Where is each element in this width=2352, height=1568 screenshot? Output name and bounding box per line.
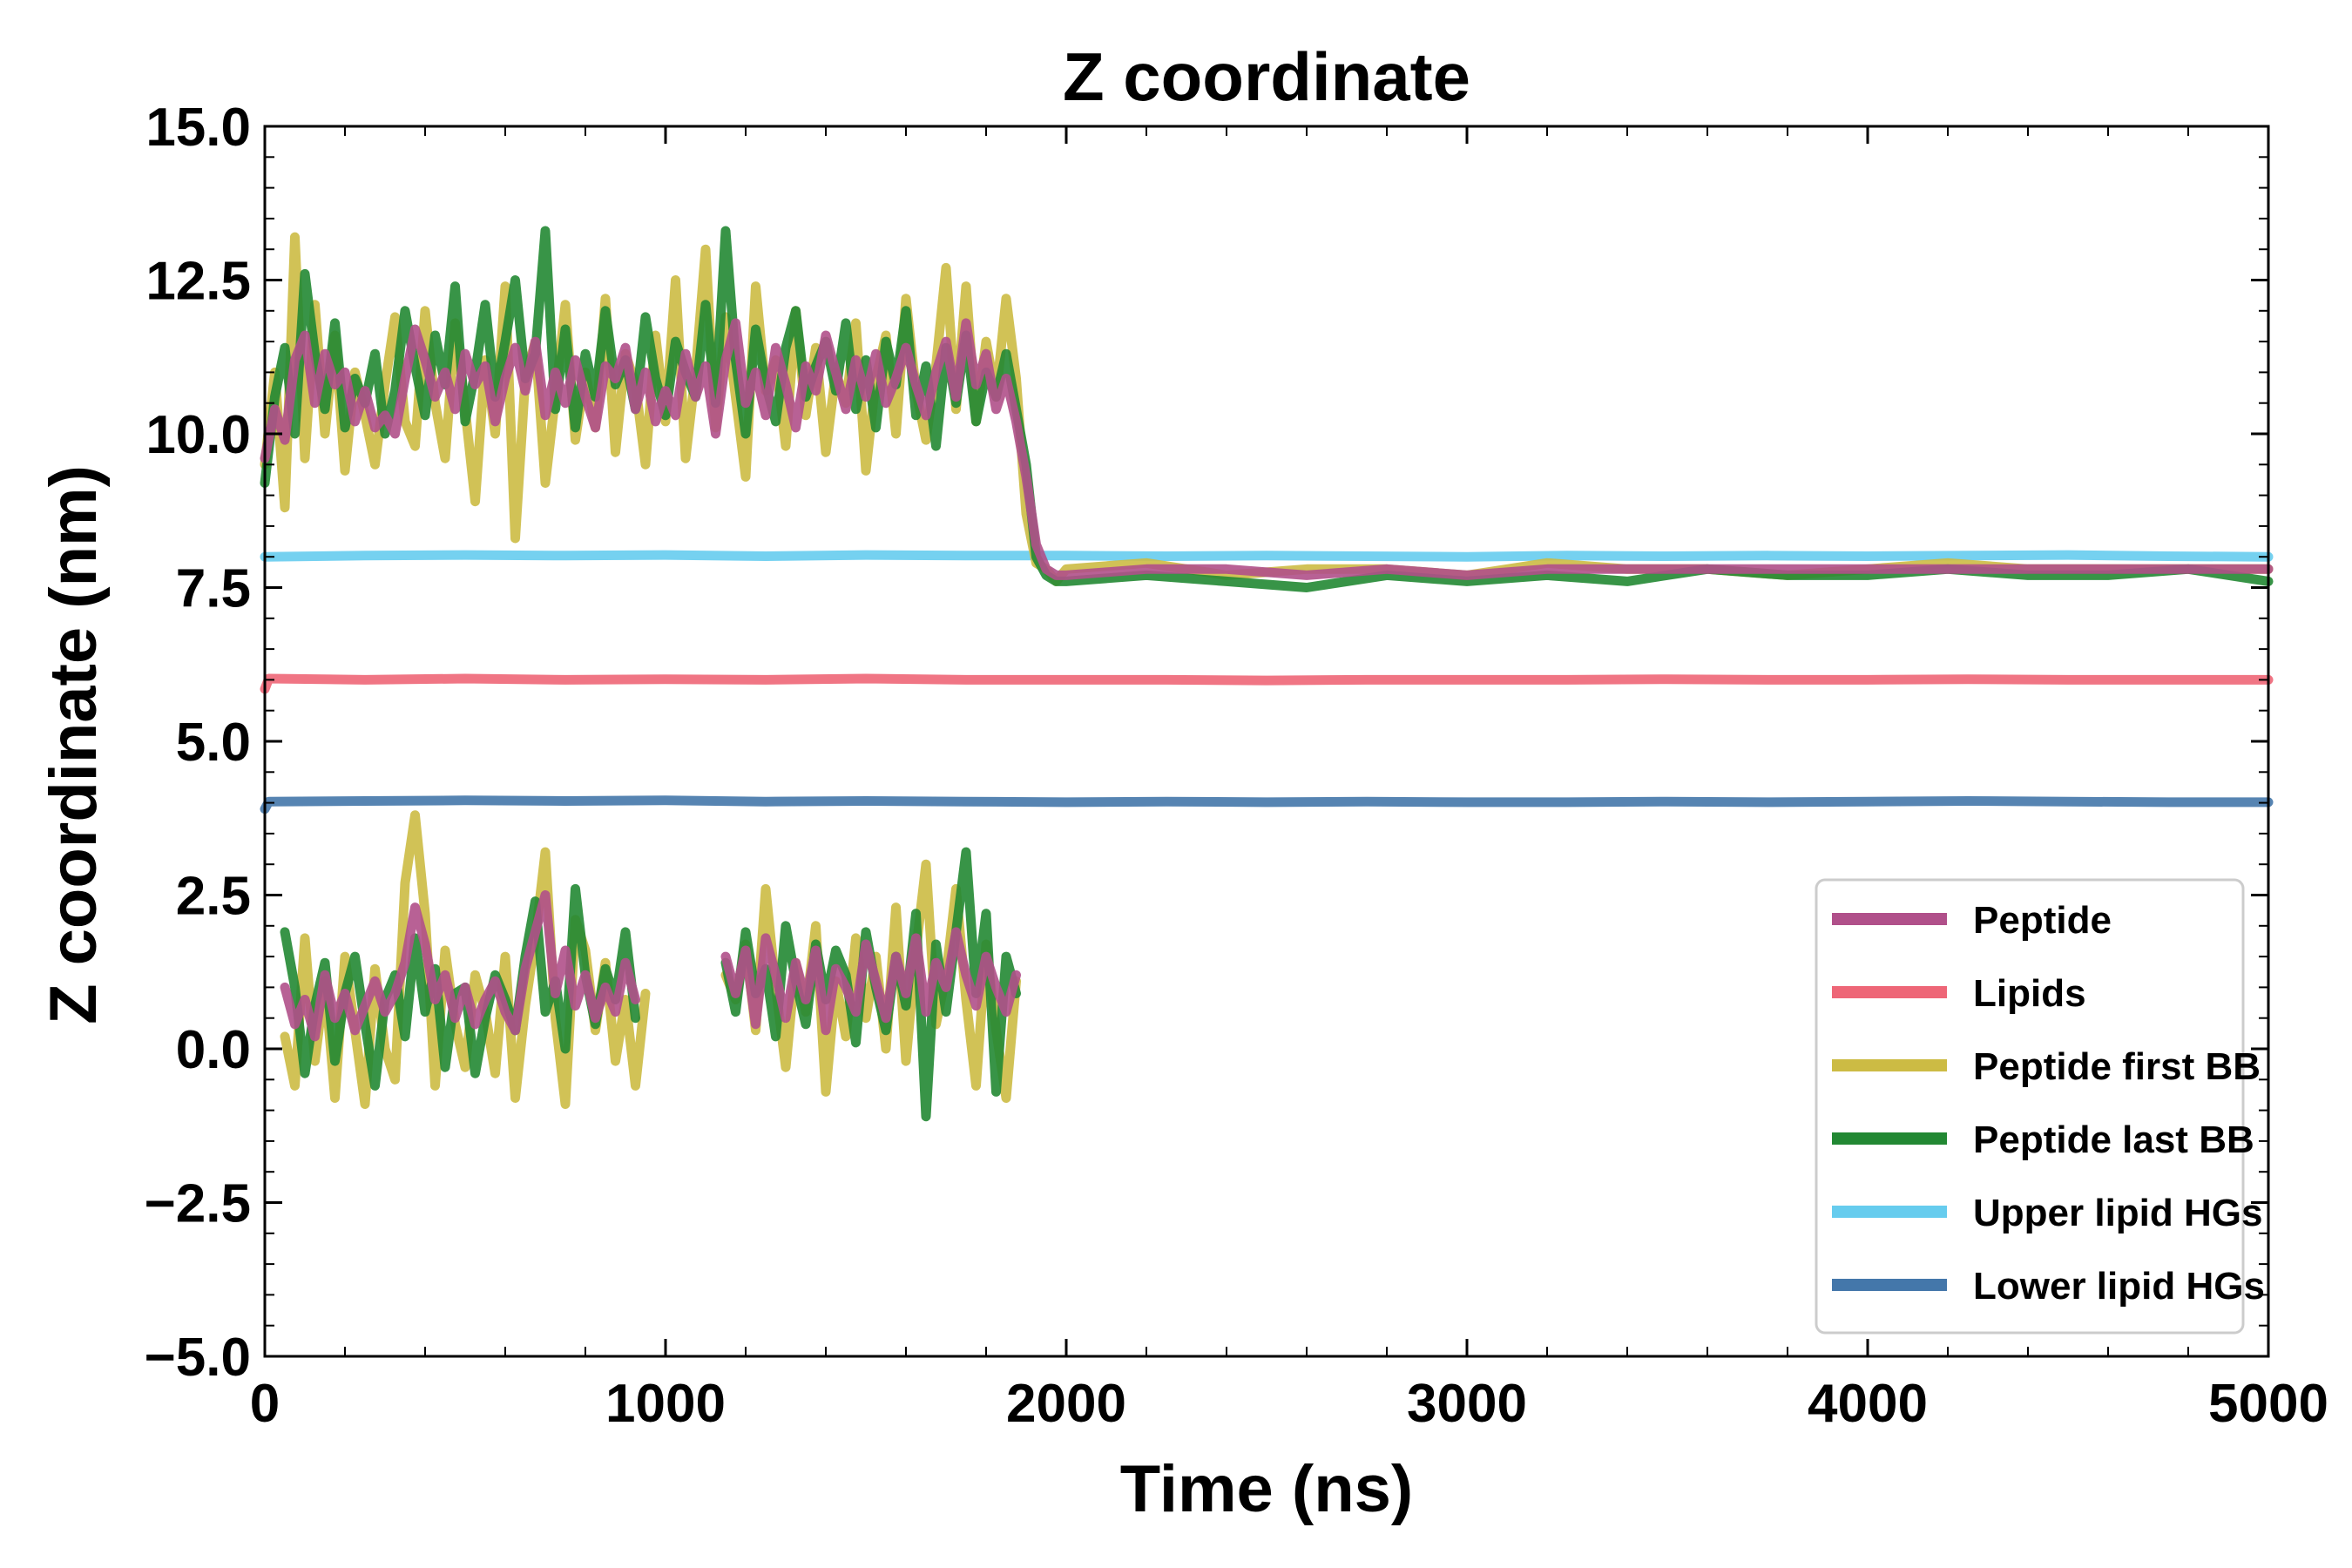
y-axis-label: Z coordinate (nm) (37, 465, 111, 1024)
x-tick-label: 2000 (1006, 1374, 1126, 1434)
y-tick-label: −5.0 (145, 1328, 251, 1388)
x-tick-label: 3000 (1407, 1374, 1527, 1434)
legend-label-lipids: Lipids (1973, 972, 2086, 1015)
y-tick-label: 10.0 (145, 405, 251, 465)
x-axis-label: Time (ns) (1120, 1452, 1413, 1526)
series-line-peptide-first-bb-2 (260, 232, 2274, 586)
series-line-peptide-last-bb-3 (260, 226, 2274, 592)
x-tick-label: 4000 (1808, 1374, 1928, 1434)
series-line-lipids-1 (260, 673, 2274, 694)
plot-frame (263, 125, 2270, 1358)
legend-label-peptide-first-bb: Peptide first BB (1973, 1045, 2261, 1088)
y-tick-label: 2.5 (176, 867, 251, 927)
series-line-peptide-0 (260, 318, 2274, 580)
series-line-upper-lipid-hgs-4 (260, 550, 2274, 562)
legend-label-peptide: Peptide (1973, 899, 2112, 942)
legend-label-lower-lipid-hgs: Lower lipid HGs (1973, 1265, 2265, 1308)
y-tick-label: 5.0 (176, 713, 251, 773)
chart-title: Z coordinate (1063, 38, 1470, 115)
y-tick-label: 15.0 (145, 98, 251, 158)
series-layer (260, 226, 2274, 1122)
legend-label-peptide-last-bb: Peptide last BB (1973, 1119, 2254, 1161)
series-line-lower-lipid-hgs-5 (260, 795, 2274, 814)
legend: Peptide Lipids Peptide first BB Peptide las… (1815, 878, 2265, 1335)
x-tick-label: 5000 (2208, 1374, 2328, 1434)
legend-label-upper-lipid-hgs: Upper lipid HGs (1973, 1192, 2262, 1234)
x-tick-label: 1000 (605, 1374, 726, 1434)
series-line-series-11-11 (720, 927, 1021, 1036)
y-tick-label: 12.5 (145, 252, 251, 312)
y-tick-label: 0.0 (176, 1020, 251, 1080)
y-tick-label: 7.5 (176, 559, 251, 619)
y-tick-label: −2.5 (145, 1174, 251, 1234)
ticks-layer: 0 1000 2000 3000 4000 5000 −5.0 −2.5 0.0 2.5 5.0 7.… (145, 98, 2328, 1434)
series-line-series-10-10 (280, 890, 640, 1042)
x-tick-label: 0 (250, 1374, 280, 1434)
